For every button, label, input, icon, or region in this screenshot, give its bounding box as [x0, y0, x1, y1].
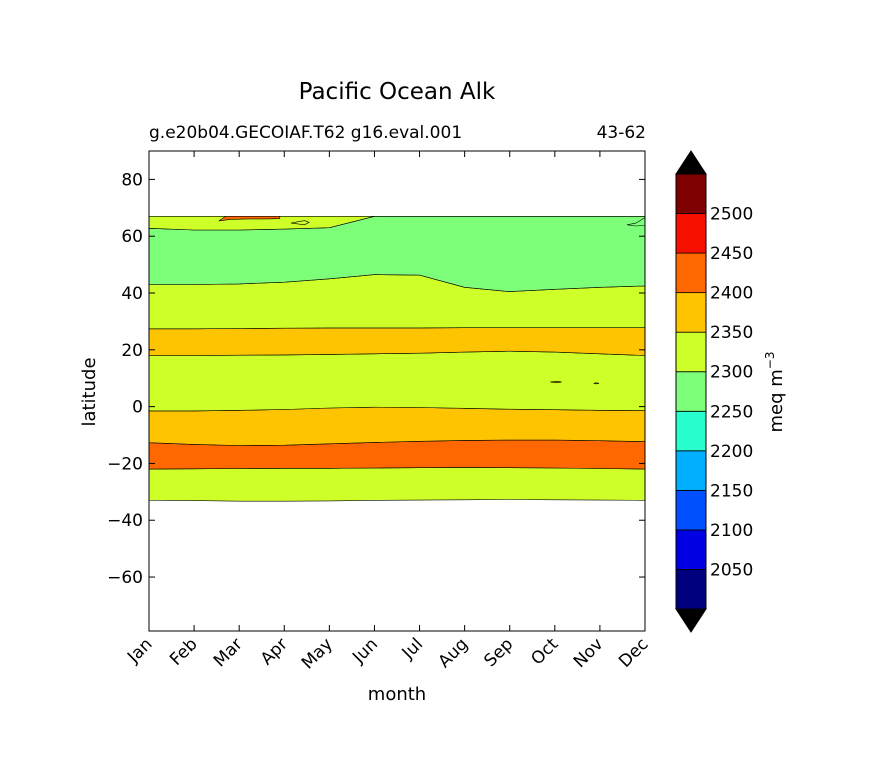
y-tick-label: −20 — [107, 454, 143, 474]
colorbar-swatch-8 — [675, 252, 707, 294]
colorbar-frame — [675, 173, 707, 610]
contour-band-7 — [148, 216, 645, 231]
contour-patch-4 — [593, 382, 600, 385]
contour-band-2 — [148, 406, 646, 446]
colorbar-tick-label: 2050 — [710, 560, 753, 580]
colorbar-tick-label: 2300 — [710, 363, 753, 383]
x-tick-label: Dec — [615, 634, 652, 671]
colorbar-swatch-1 — [675, 529, 707, 570]
y-axis: 80 60 40 20 0 −20 −40 −60 — [107, 170, 645, 588]
colorbar-tick-label: 2400 — [710, 284, 753, 304]
x-tick-label: Nov — [570, 634, 608, 672]
colorbar-label-unit: meq m — [766, 369, 787, 432]
contour-band-3 — [148, 350, 646, 412]
colorbar-swatch-4 — [675, 410, 707, 452]
y-tick-label: 0 — [132, 398, 143, 418]
plot-area — [148, 150, 646, 632]
y-tick-label: −60 — [107, 568, 143, 588]
x-tick-label: Aug — [435, 634, 473, 672]
y-tick-label: 80 — [121, 170, 143, 190]
colorbar-tick-label: 2250 — [710, 402, 753, 422]
x-tick-label: Jul — [398, 634, 427, 663]
contour-band-4 — [148, 327, 646, 356]
colorbar-swatch-2 — [675, 489, 707, 531]
colorbar-extend-max — [675, 150, 707, 175]
colorbar-tick-label: 2500 — [710, 205, 753, 225]
y-tick-label: 40 — [121, 284, 143, 304]
contour-band-0 — [148, 467, 646, 502]
contour-patch-3 — [550, 380, 562, 384]
chart-subtitle-left: g.e20b04.GECOIAF.T62 g16.eval.001 — [149, 123, 462, 143]
chart-title: Pacific Ocean Alk — [299, 79, 496, 105]
x-tick-label: Sep — [480, 634, 517, 671]
chart-subtitle-right: 43-62 — [597, 123, 646, 143]
colorbar-tick-label: 2200 — [710, 442, 753, 462]
colorbar-extend-min — [675, 608, 707, 633]
colorbar-swatch-5 — [675, 371, 707, 412]
plot-frame — [148, 150, 646, 632]
x-axis-label: month — [368, 684, 426, 705]
contour-patch-0 — [218, 216, 281, 222]
x-tick-label: May — [298, 634, 337, 673]
colorbar-swatch-0 — [675, 569, 707, 610]
colorbar-tick-label: 2350 — [710, 323, 753, 343]
x-tick-label: Feb — [166, 634, 201, 669]
x-tick-label: Jan — [123, 634, 156, 667]
y-tick-label: 60 — [121, 227, 143, 247]
colorbar-swatch-9 — [675, 213, 707, 254]
y-axis-label: latitude — [79, 357, 100, 426]
colorbar-tick-label: 2100 — [710, 521, 753, 541]
colorbar-swatch-7 — [675, 292, 707, 333]
colorbar-label: meq m−3 — [763, 352, 787, 433]
colorbar: 2050 2100 2150 2200 2250 2300 2350 2400 2450 2500 — [675, 150, 753, 633]
colorbar-swatch-6 — [675, 331, 707, 373]
x-tick-label: Apr — [257, 634, 292, 669]
y-tick-label: 20 — [121, 341, 143, 361]
x-tick-label: Oct — [527, 634, 562, 669]
contour-patch-1 — [290, 220, 310, 226]
colorbar-tick-label: 2450 — [710, 244, 753, 264]
y-tick-label: −40 — [107, 511, 143, 531]
colorbar-swatch-3 — [675, 450, 707, 491]
colorbar-tick-label: 2150 — [710, 481, 753, 501]
x-tick-label: Mar — [210, 634, 247, 671]
colorbar-swatch-10 — [675, 173, 707, 214]
x-tick-label: Jun — [348, 634, 382, 668]
colorbar-label-exponent: −3 — [763, 352, 777, 370]
